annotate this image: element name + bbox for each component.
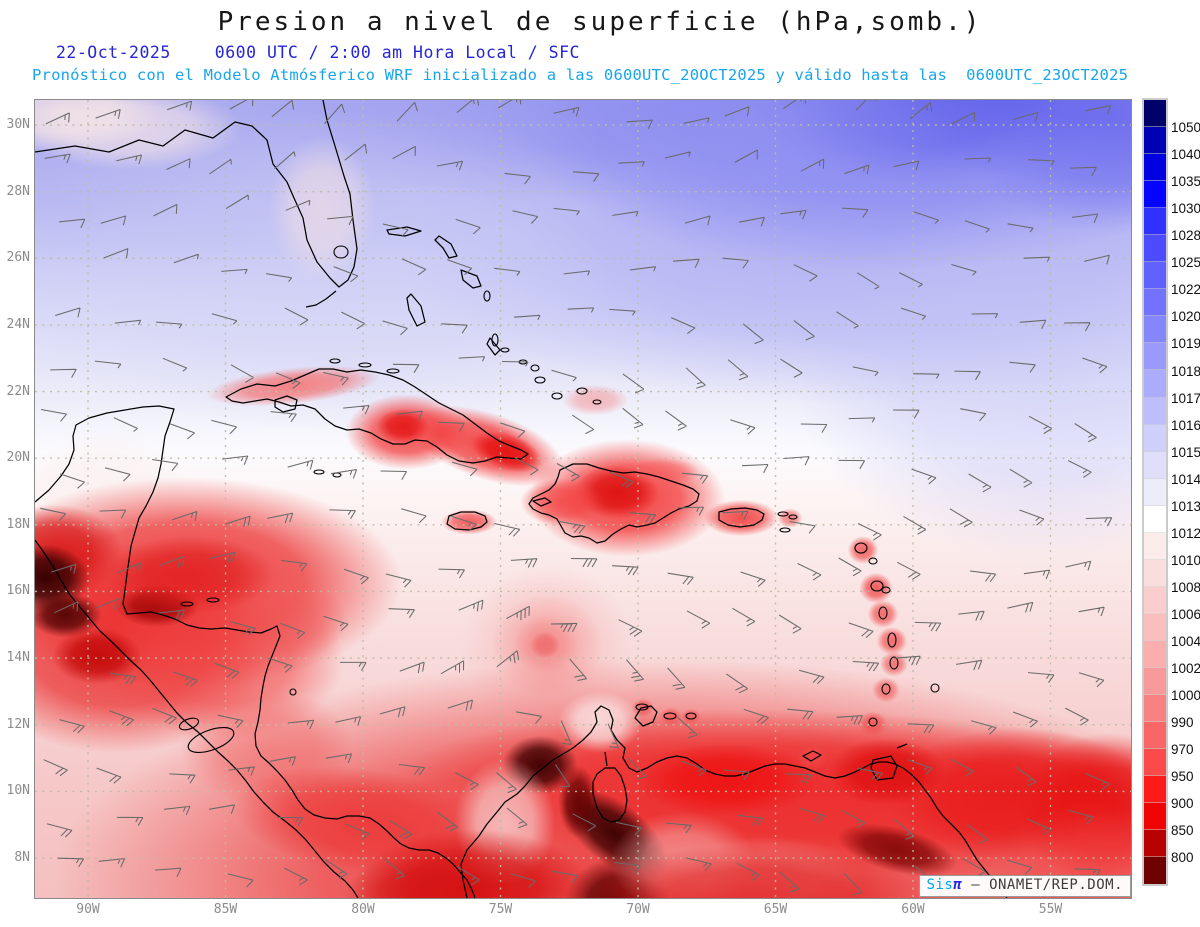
lat-tick-label: 16N	[6, 583, 30, 599]
colorbar-tick-label: 1018	[1171, 363, 1200, 379]
colorbar-tick-label: 1012	[1171, 525, 1200, 541]
colorbar-tick-label: 900	[1171, 796, 1194, 812]
colorbar-segment	[1144, 208, 1166, 236]
colorbar-tick-label: 1008	[1171, 579, 1200, 595]
wind-barbs	[40, 100, 1113, 896]
colorbar-segment	[1144, 749, 1166, 777]
colorbar-tick-label: 1017	[1171, 390, 1200, 406]
colorbar-segment	[1144, 857, 1166, 885]
date-label: 22-Oct-2025	[56, 43, 171, 62]
colorbar-segment	[1144, 262, 1166, 290]
lat-tick-label: 30N	[6, 117, 30, 132]
lat-tick-label: 8N	[14, 850, 30, 866]
colorbar-tick-label: 1019	[1171, 336, 1200, 352]
colorbar-segment	[1144, 559, 1166, 587]
map-area: Sisπ – ONAMET/REP.DOM.	[34, 99, 1132, 899]
colorbar-segment	[1144, 289, 1166, 317]
lat-tick-label: 24N	[6, 316, 30, 332]
colorbar-segment	[1144, 695, 1166, 723]
colorbar-tick-label: 950	[1171, 769, 1194, 785]
colorbar-segment	[1144, 316, 1166, 344]
lon-tick-label: 80W	[351, 902, 375, 917]
colorbar-segment	[1144, 532, 1166, 560]
lon-tick-label: 55W	[1038, 902, 1063, 917]
colorbar-tick-label: 800	[1171, 850, 1194, 866]
datetime-line: 22-Oct-2025 0600 UTC / 2:00 am Hora Local…	[56, 43, 580, 62]
credit-pi: π	[953, 877, 963, 893]
lat-tick-label: 22N	[6, 383, 30, 399]
lat-tick-label: 12N	[6, 716, 30, 732]
lat-tick-label: 18N	[6, 516, 30, 532]
colorbar-segment	[1144, 127, 1166, 155]
lat-tick-label: 20N	[6, 450, 30, 466]
lon-tick-label: 60W	[901, 902, 925, 917]
graticule	[35, 100, 1131, 898]
colorbar-segment	[1144, 100, 1166, 128]
pressure-map	[35, 100, 1131, 898]
colorbar-segment	[1144, 235, 1166, 263]
colorbar-tick-label: 1022	[1171, 282, 1200, 298]
lat-tick-label: 28N	[6, 183, 30, 199]
colorbar-tick-label: 1030	[1171, 201, 1200, 217]
colorbar-segment	[1144, 613, 1166, 641]
colorbar-segment	[1144, 722, 1166, 750]
colorbar-segment	[1144, 586, 1166, 614]
credit-sis: Sis	[926, 877, 954, 893]
colorbar-segment	[1144, 181, 1166, 209]
colorbar-segment	[1144, 424, 1166, 452]
colorbar-segment	[1144, 803, 1166, 831]
colorbar-tick-label: 1016	[1171, 417, 1200, 433]
colorbar-tick-label: 1028	[1171, 228, 1200, 244]
colorbar-segment	[1144, 343, 1166, 371]
valid-time-label: 0600 UTC / 2:00 am Hora Local / SFC	[214, 43, 580, 62]
colorbar-segment	[1144, 154, 1166, 182]
colorbar-tick-label: 1002	[1171, 661, 1200, 677]
colorbar-segment	[1144, 640, 1166, 668]
colorbar-segment	[1144, 505, 1166, 533]
lat-tick-label: 10N	[6, 783, 30, 799]
colorbar-tick-label: 1035	[1171, 174, 1200, 190]
colorbar-tick-label: 1040	[1171, 147, 1200, 163]
colorbar-tick-label: 1004	[1171, 634, 1200, 649]
colorbar-tick-label: 1014	[1171, 471, 1200, 487]
colorbar-segment	[1144, 370, 1166, 398]
forecast-note: Pronóstico con el Modelo Atmósferico WRF…	[32, 66, 1129, 84]
colorbar-segment	[1144, 776, 1166, 804]
lon-tick-label: 90W	[76, 902, 100, 917]
colorbar-tick-label: 1006	[1171, 606, 1200, 622]
colorbar-segment	[1144, 397, 1166, 425]
colorbar-segment	[1144, 451, 1166, 479]
lat-tick-label: 14N	[6, 650, 30, 666]
colorbar-segment	[1144, 830, 1166, 858]
colorbar-tick-label: 990	[1171, 715, 1194, 731]
colorbar-tick-label: 850	[1171, 823, 1194, 839]
lat-tick-label: 26N	[6, 250, 30, 266]
colorbar-tick-label: 1010	[1171, 552, 1200, 568]
lon-tick-label: 85W	[213, 902, 238, 917]
colorbar-tick-label: 1015	[1171, 444, 1200, 460]
colorbar	[1142, 98, 1168, 887]
colorbar-segment	[1144, 478, 1166, 506]
lon-tick-label: 70W	[626, 902, 650, 917]
page-title: Presion a nivel de superficie (hPa,somb.…	[217, 7, 983, 37]
colorbar-tick-label: 1013	[1171, 498, 1200, 514]
colorbar-tick-label: 970	[1171, 742, 1194, 758]
colorbar-tick-label: 1020	[1171, 309, 1200, 325]
coastlines	[35, 100, 1008, 898]
credit-badge: Sisπ – ONAMET/REP.DOM.	[918, 875, 1131, 897]
credit-org: – ONAMET/REP.DOM.	[962, 877, 1123, 893]
lon-tick-label: 75W	[488, 902, 513, 917]
colorbar-tick-label: 1000	[1171, 688, 1200, 704]
colorbar-segment	[1144, 667, 1166, 696]
lon-tick-label: 65W	[763, 902, 788, 917]
pressure-shading-blobs	[35, 100, 1131, 898]
colorbar-tick-label: 1025	[1171, 255, 1200, 271]
colorbar-tick-label: 1050	[1171, 120, 1200, 136]
